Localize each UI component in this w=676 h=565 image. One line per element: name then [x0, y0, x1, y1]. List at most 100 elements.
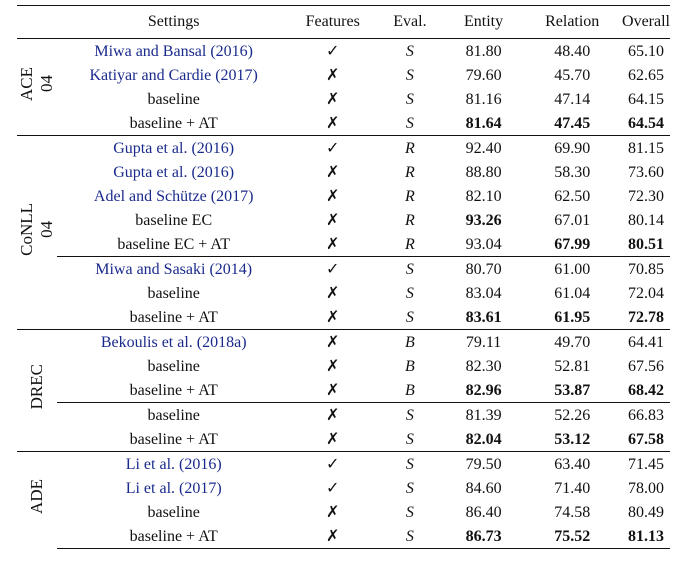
header-features: Features — [290, 5, 376, 39]
overall-value: 67.56 — [628, 357, 664, 375]
features-value: ✓ — [326, 454, 340, 473]
entity-value: 81.64 — [465, 114, 502, 132]
features-cell: ✓ — [290, 135, 376, 160]
header-settings: Settings — [57, 5, 291, 39]
eval-cell: R — [375, 232, 445, 257]
eval-cell: S — [375, 256, 445, 281]
features-value: ✗ — [326, 234, 340, 253]
overall-value: 81.13 — [628, 527, 664, 545]
setting-value: baseline + AT — [129, 527, 218, 545]
features-value: ✗ — [326, 502, 340, 521]
features-value: ✗ — [326, 380, 340, 399]
entity-cell: 81.39 — [444, 402, 523, 427]
setting-cell: Katiyar and Cardie (2017) — [57, 63, 290, 87]
features-cell: ✗ — [290, 184, 375, 208]
relation-value: 49.70 — [554, 333, 591, 351]
overall-cell: 78.00 — [622, 476, 670, 500]
features-value: ✓ — [326, 478, 340, 497]
features-value: ✗ — [326, 283, 340, 302]
overall-cell: 80.49 — [622, 500, 670, 524]
overall-value: 78.00 — [628, 479, 664, 497]
table-row: baseline ✗ S 81.39 52.26 66.83 — [17, 402, 670, 427]
setting-cell: Miwa and Sasaki (2014) — [57, 256, 291, 281]
table-row: baseline + AT ✗ S 83.61 61.95 72.78 — [17, 305, 670, 330]
eval-value: S — [405, 527, 414, 545]
overall-cell: 81.15 — [622, 135, 670, 160]
eval-value: S — [405, 430, 414, 448]
relation-value: 52.26 — [554, 406, 591, 424]
overall-value: 64.54 — [628, 114, 664, 132]
entity-cell: 86.40 — [445, 500, 523, 524]
setting-value: Bekoulis et al. (2018a) — [100, 333, 247, 351]
overall-value: 80.49 — [628, 503, 664, 521]
table-row: Gupta et al. (2016) ✗ R 88.80 58.30 73.60 — [17, 160, 670, 184]
overall-cell: 64.41 — [622, 329, 670, 354]
group-label: ADE — [27, 479, 46, 515]
setting-value: Katiyar and Cardie (2017) — [89, 66, 258, 84]
eval-cell: S — [375, 427, 445, 452]
overall-value: 64.41 — [628, 333, 664, 351]
overall-value: 72.78 — [628, 308, 664, 326]
header-overall: Overall — [622, 5, 670, 39]
entity-cell: 81.64 — [445, 111, 523, 136]
features-cell: ✗ — [290, 63, 375, 87]
relation-cell: 61.04 — [522, 281, 622, 305]
entity-cell: 93.26 — [445, 208, 523, 232]
relation-value: 67.99 — [554, 235, 591, 253]
features-value: ✗ — [326, 113, 340, 132]
features-value: ✗ — [326, 186, 340, 205]
features-cell: ✗ — [290, 232, 375, 257]
entity-value: 79.11 — [465, 333, 502, 351]
table-row: baseline + AT ✗ S 86.73 75.52 81.13 — [17, 524, 670, 549]
table-row: Adel and Schütze (2017) ✗ R 82.10 62.50 72.30 — [17, 184, 670, 208]
eval-value: R — [405, 139, 415, 157]
entity-value: 81.39 — [465, 406, 502, 424]
overall-cell: 72.78 — [622, 305, 670, 330]
overall-cell: 80.14 — [622, 208, 670, 232]
eval-cell: S — [375, 111, 445, 136]
eval-cell: S — [375, 476, 445, 500]
relation-value: 75.52 — [554, 527, 591, 545]
eval-cell: S — [375, 281, 445, 305]
relation-value: 58.30 — [554, 163, 591, 181]
eval-value: S — [405, 479, 414, 497]
entity-value: 81.16 — [465, 90, 502, 108]
features-value: ✗ — [326, 65, 340, 84]
features-cell: ✗ — [290, 402, 376, 427]
relation-cell: 61.95 — [522, 305, 622, 330]
eval-value: S — [405, 503, 414, 521]
entity-cell: 82.04 — [445, 427, 523, 452]
eval-value: R — [405, 163, 415, 181]
setting-cell: baseline — [57, 500, 290, 524]
eval-value: R — [405, 211, 415, 229]
entity-cell: 81.80 — [445, 39, 523, 64]
overall-value: 80.51 — [628, 235, 664, 253]
relation-cell: 62.50 — [522, 184, 622, 208]
features-cell: ✗ — [290, 500, 375, 524]
entity-cell: 79.11 — [444, 329, 523, 354]
entity-cell: 84.60 — [445, 476, 523, 500]
entity-value: 86.40 — [465, 503, 502, 521]
table-row: CoNLL 04 Gupta et al. (2016) ✓ R 92.40 69.90 8… — [17, 135, 670, 330]
relation-value: 61.04 — [554, 284, 591, 302]
entity-value: 92.40 — [465, 139, 502, 157]
setting-cell: baseline — [57, 354, 290, 378]
header-eval: Eval. — [375, 5, 445, 39]
features-cell: ✗ — [290, 208, 375, 232]
group-label-cell: CoNLL 04 — [17, 135, 57, 330]
setting-cell: Li et al. (2017) — [57, 476, 290, 500]
relation-cell: 61.00 — [522, 256, 623, 281]
features-value: ✗ — [326, 356, 340, 375]
features-cell: ✗ — [290, 281, 375, 305]
overall-value: 65.10 — [628, 42, 664, 60]
relation-cell: 48.40 — [522, 39, 622, 64]
table-row: baseline ✗ S 86.40 74.58 80.49 — [17, 500, 670, 524]
entity-value: 83.04 — [465, 284, 502, 302]
features-cell: ✗ — [290, 305, 375, 330]
relation-value: 74.58 — [554, 503, 591, 521]
relation-cell: 52.81 — [522, 354, 622, 378]
setting-cell: baseline — [57, 402, 291, 427]
relation-value: 47.14 — [554, 90, 591, 108]
header-group — [17, 5, 57, 39]
setting-value: Adel and Schütze (2017) — [93, 187, 254, 205]
